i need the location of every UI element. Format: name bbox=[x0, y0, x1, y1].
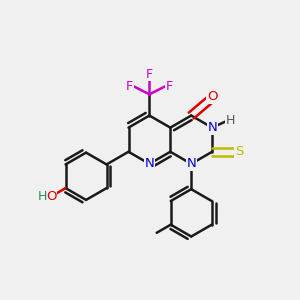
Text: F: F bbox=[166, 80, 173, 93]
Text: F: F bbox=[126, 80, 133, 93]
Text: O: O bbox=[46, 190, 57, 203]
Text: S: S bbox=[235, 145, 243, 158]
Text: H: H bbox=[38, 190, 47, 203]
Text: F: F bbox=[146, 68, 153, 81]
Text: N: N bbox=[186, 157, 196, 170]
Text: O: O bbox=[207, 91, 217, 103]
Text: N: N bbox=[207, 121, 217, 134]
Text: N: N bbox=[145, 157, 154, 170]
Text: H: H bbox=[226, 114, 236, 127]
